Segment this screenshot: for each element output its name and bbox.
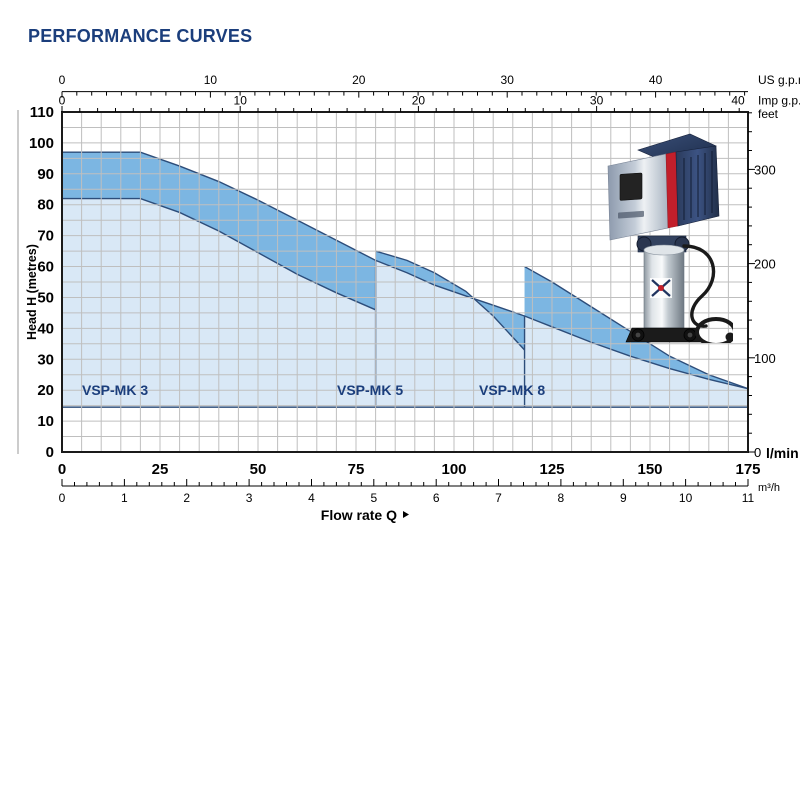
svg-text:0: 0 xyxy=(58,461,66,478)
svg-text:US g.p.m.: US g.p.m. xyxy=(758,73,800,87)
svg-text:Head H (metres): Head H (metres) xyxy=(25,244,39,340)
svg-text:70: 70 xyxy=(37,228,54,245)
svg-text:175: 175 xyxy=(735,461,760,478)
svg-text:40: 40 xyxy=(37,320,54,337)
svg-text:100: 100 xyxy=(441,461,466,478)
svg-text:1: 1 xyxy=(121,491,128,505)
svg-text:7: 7 xyxy=(495,491,502,505)
svg-text:l/min: l/min xyxy=(766,445,799,461)
svg-text:40: 40 xyxy=(731,94,745,108)
svg-text:150: 150 xyxy=(637,461,662,478)
svg-text:75: 75 xyxy=(348,461,365,478)
svg-text:0: 0 xyxy=(59,94,66,108)
svg-text:m³/h: m³/h xyxy=(758,482,780,494)
svg-text:4: 4 xyxy=(308,491,315,505)
svg-text:Imp g.p.m.: Imp g.p.m. xyxy=(758,94,800,108)
svg-text:125: 125 xyxy=(539,461,564,478)
svg-text:300: 300 xyxy=(754,162,776,177)
svg-text:20: 20 xyxy=(352,73,366,87)
svg-text:50: 50 xyxy=(250,461,267,478)
svg-text:20: 20 xyxy=(37,382,54,399)
svg-text:40: 40 xyxy=(649,73,663,87)
svg-text:3: 3 xyxy=(246,491,253,505)
svg-text:50: 50 xyxy=(37,290,54,307)
svg-text:10: 10 xyxy=(204,73,218,87)
svg-text:0: 0 xyxy=(59,73,66,87)
svg-text:2: 2 xyxy=(183,491,190,505)
svg-text:11: 11 xyxy=(742,491,755,505)
svg-text:110: 110 xyxy=(30,104,54,121)
svg-text:10: 10 xyxy=(37,413,54,430)
svg-text:30: 30 xyxy=(590,94,604,108)
svg-text:30: 30 xyxy=(37,351,54,368)
svg-text:100: 100 xyxy=(754,351,776,366)
svg-text:6: 6 xyxy=(433,491,440,505)
svg-text:200: 200 xyxy=(754,257,776,272)
svg-text:10: 10 xyxy=(679,491,693,505)
svg-text:90: 90 xyxy=(37,166,54,183)
svg-text:5: 5 xyxy=(370,491,377,505)
svg-text:9: 9 xyxy=(620,491,627,505)
svg-text:80: 80 xyxy=(37,197,54,214)
svg-text:8: 8 xyxy=(558,491,565,505)
svg-text:0: 0 xyxy=(46,444,54,461)
svg-text:10: 10 xyxy=(234,94,248,108)
svg-text:60: 60 xyxy=(37,259,54,276)
svg-text:Flow rate Q: Flow rate Q xyxy=(321,507,397,523)
svg-text:30: 30 xyxy=(501,73,515,87)
svg-text:feet: feet xyxy=(758,107,779,121)
svg-text:100: 100 xyxy=(29,135,54,152)
svg-text:25: 25 xyxy=(152,461,169,478)
svg-text:20: 20 xyxy=(412,94,426,108)
svg-text:0: 0 xyxy=(754,445,761,460)
svg-text:0: 0 xyxy=(59,491,66,505)
